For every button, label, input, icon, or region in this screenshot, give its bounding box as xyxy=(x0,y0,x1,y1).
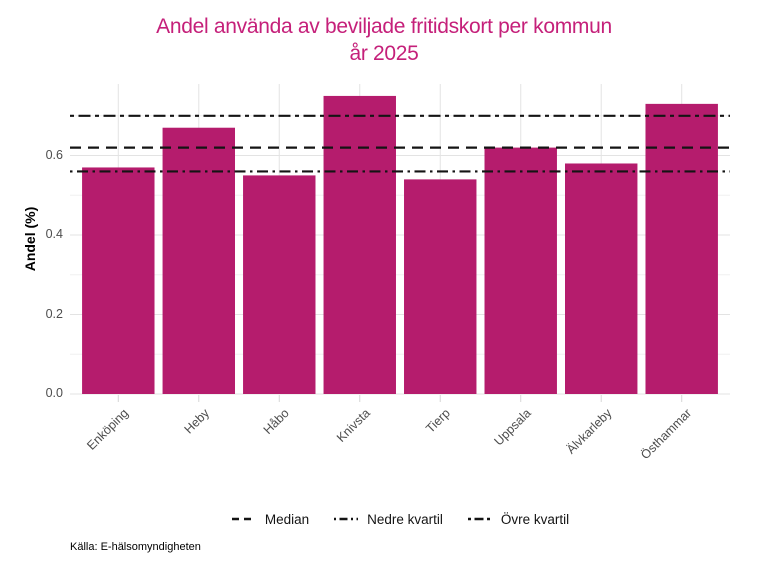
chart-title-line2: år 2025 xyxy=(349,42,419,65)
bar-knivsta xyxy=(323,95,396,394)
bar-tierp xyxy=(404,179,477,394)
legend-key-dashed-line-icon xyxy=(231,517,256,521)
legend-item-dotdash: Nedre kvartil xyxy=(333,512,443,527)
y-axis-label: 0.6 xyxy=(45,147,63,162)
bar-östhammar xyxy=(645,103,718,394)
legend-key-twodash-line-icon xyxy=(467,517,492,521)
legend-label: Median xyxy=(264,511,310,527)
legend-label: Övre kvartil xyxy=(500,511,570,527)
bar-heby xyxy=(162,127,235,394)
bar-uppsala xyxy=(484,147,557,394)
legend-label: Nedre kvartil xyxy=(367,511,443,527)
bar-enköping xyxy=(82,167,155,394)
legend-item-twodash: Övre kvartil xyxy=(467,512,569,527)
y-axis-label: 0.4 xyxy=(45,227,63,242)
source-caption: Källa: E-hälsomyndigheten xyxy=(70,541,201,553)
y-axis-label: 0.0 xyxy=(45,386,63,400)
legend: Median Nedre kvartil Övre kvartil xyxy=(70,507,730,531)
bar-älvkarleby xyxy=(565,163,638,394)
chart-title: Andel använda av beviljade fritidskort p… xyxy=(0,13,768,67)
legend-item-dashed: Median xyxy=(231,512,309,527)
bar-håbo xyxy=(243,175,316,394)
legend-key-dotdash-line-icon xyxy=(334,517,359,521)
chart-title-line1: Andel använda av beviljade fritidskort p… xyxy=(156,15,612,38)
y-axis-label: 0.2 xyxy=(45,306,63,321)
